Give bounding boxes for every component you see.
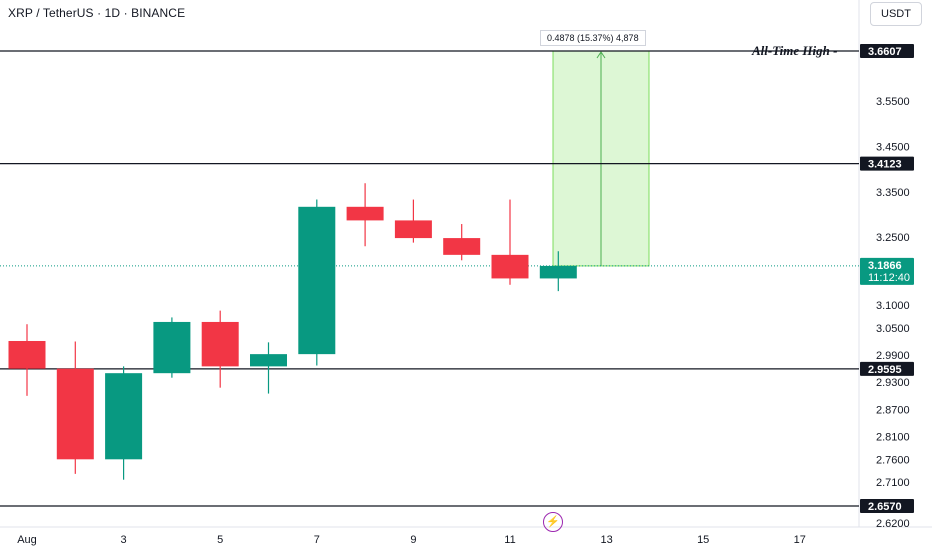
current-price-tag-bg bbox=[860, 257, 914, 285]
price-tick-label: 2.7600 bbox=[876, 454, 910, 466]
candle-body[interactable] bbox=[346, 206, 384, 221]
candle-body[interactable] bbox=[105, 373, 143, 460]
time-tick-label: Aug bbox=[17, 534, 37, 546]
time-tick-label: 5 bbox=[217, 534, 223, 546]
measure-tooltip: 0.4878 (15.37%) 4,878 bbox=[540, 30, 646, 46]
price-tick-label: 3.0500 bbox=[876, 323, 910, 335]
currency-selector[interactable]: USDT bbox=[870, 2, 922, 26]
current-price-tag: 3.1866 bbox=[868, 260, 902, 272]
price-tick-label: 2.7100 bbox=[876, 477, 910, 489]
price-tick-label: 2.9300 bbox=[876, 377, 910, 389]
lightning-icon[interactable]: ⚡ bbox=[543, 512, 563, 532]
candle-body[interactable] bbox=[443, 238, 481, 255]
candle-body[interactable] bbox=[491, 254, 529, 279]
candle-body[interactable] bbox=[394, 220, 432, 239]
price-tick-label: 2.8100 bbox=[876, 432, 910, 444]
candle-body[interactable] bbox=[539, 265, 577, 279]
level-price-tag-bg bbox=[860, 156, 914, 171]
candle-body[interactable] bbox=[250, 354, 287, 367]
price-tick-label: 3.2500 bbox=[876, 232, 910, 244]
price-tick-label: 3.1000 bbox=[876, 300, 910, 312]
price-tick-label: 3.5500 bbox=[876, 96, 910, 108]
level-price-tag: 2.9595 bbox=[868, 364, 902, 376]
level-price-tag-bg bbox=[860, 44, 914, 58]
time-tick-label: 11 bbox=[504, 534, 515, 546]
level-price-tag: 2.6570 bbox=[868, 501, 902, 513]
price-tick-label: 3.3500 bbox=[876, 187, 910, 199]
candle-body[interactable] bbox=[56, 368, 94, 460]
level-price-tag-bg bbox=[860, 361, 914, 376]
level-price-tag: 3.6607 bbox=[868, 46, 902, 58]
candle-body[interactable] bbox=[153, 321, 191, 374]
candle-body[interactable] bbox=[8, 340, 46, 369]
candle-body[interactable] bbox=[298, 206, 336, 355]
time-tick-label: 13 bbox=[600, 534, 612, 546]
price-tick-label: 2.6200 bbox=[876, 518, 910, 530]
candle-countdown: 11:12:40 bbox=[868, 272, 910, 284]
measure-arrowhead bbox=[596, 51, 606, 59]
time-tick-label: 3 bbox=[121, 534, 127, 546]
time-tick-label: 9 bbox=[410, 534, 416, 546]
symbol-title[interactable]: XRP / TetherUS · 1D · BINANCE bbox=[8, 6, 186, 20]
level-price-tag: 3.4123 bbox=[868, 159, 902, 171]
price-tick-label: 3.4500 bbox=[876, 142, 910, 154]
price-tick-label: 2.9900 bbox=[876, 350, 910, 362]
candle-body[interactable] bbox=[201, 321, 239, 367]
ath-annotation: All-Time High - bbox=[751, 43, 837, 58]
time-tick-label: 7 bbox=[314, 534, 320, 546]
level-price-tag-bg bbox=[860, 499, 914, 513]
time-tick-label: 15 bbox=[697, 534, 709, 546]
price-tick-label: 2.8700 bbox=[876, 404, 910, 416]
time-tick-label: 17 bbox=[794, 534, 806, 546]
